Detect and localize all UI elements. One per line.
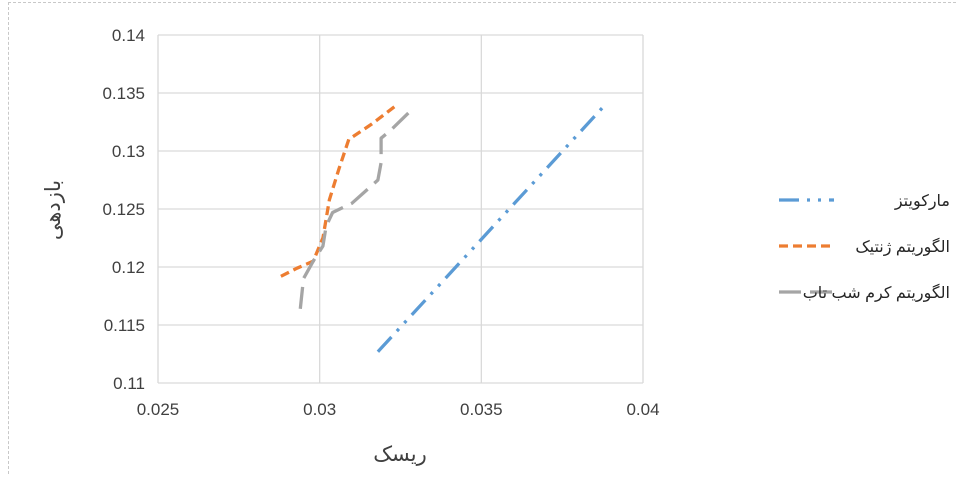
y-tick-label: 0.125 — [102, 200, 145, 219]
y-tick-label: 0.11 — [113, 374, 145, 393]
legend-label-3: الگوریتم کرم شب تاب — [803, 283, 950, 303]
series-line-3 — [298, 106, 415, 309]
x-axis-title: ریسک — [373, 443, 427, 466]
y-tick-label: 0.12 — [112, 258, 145, 277]
y-axis-title: بازدهی — [42, 180, 65, 240]
series-line-2 — [280, 103, 399, 278]
series-lines — [280, 103, 606, 353]
y-tick-label: 0.115 — [104, 316, 145, 335]
y-tick-label: 0.13 — [112, 142, 145, 161]
legend-label-1: مارکویتز — [894, 193, 950, 211]
x-tick-label: 0.035 — [460, 400, 503, 419]
gridlines — [157, 34, 644, 384]
x-tick-label: 0.04 — [626, 400, 659, 419]
chart-frame — [8, 2, 956, 474]
y-tick-label: 0.14 — [112, 26, 145, 45]
legend-label-2: الگوریتم ژنتیک — [855, 237, 950, 257]
x-tick-label: 0.03 — [303, 400, 336, 419]
y-tick-label: 0.135 — [102, 84, 145, 103]
tick-labels: 0.11 0.115 0.12 0.125 0.13 0.135 0.14 0.025 0.03… — [102, 26, 659, 419]
series-line-1 — [376, 104, 606, 353]
legend: مارکویتز الگوریتم ژنتیک الگوریتم کرم شب تا… — [779, 193, 950, 303]
x-tick-label: 0.025 — [137, 400, 180, 419]
